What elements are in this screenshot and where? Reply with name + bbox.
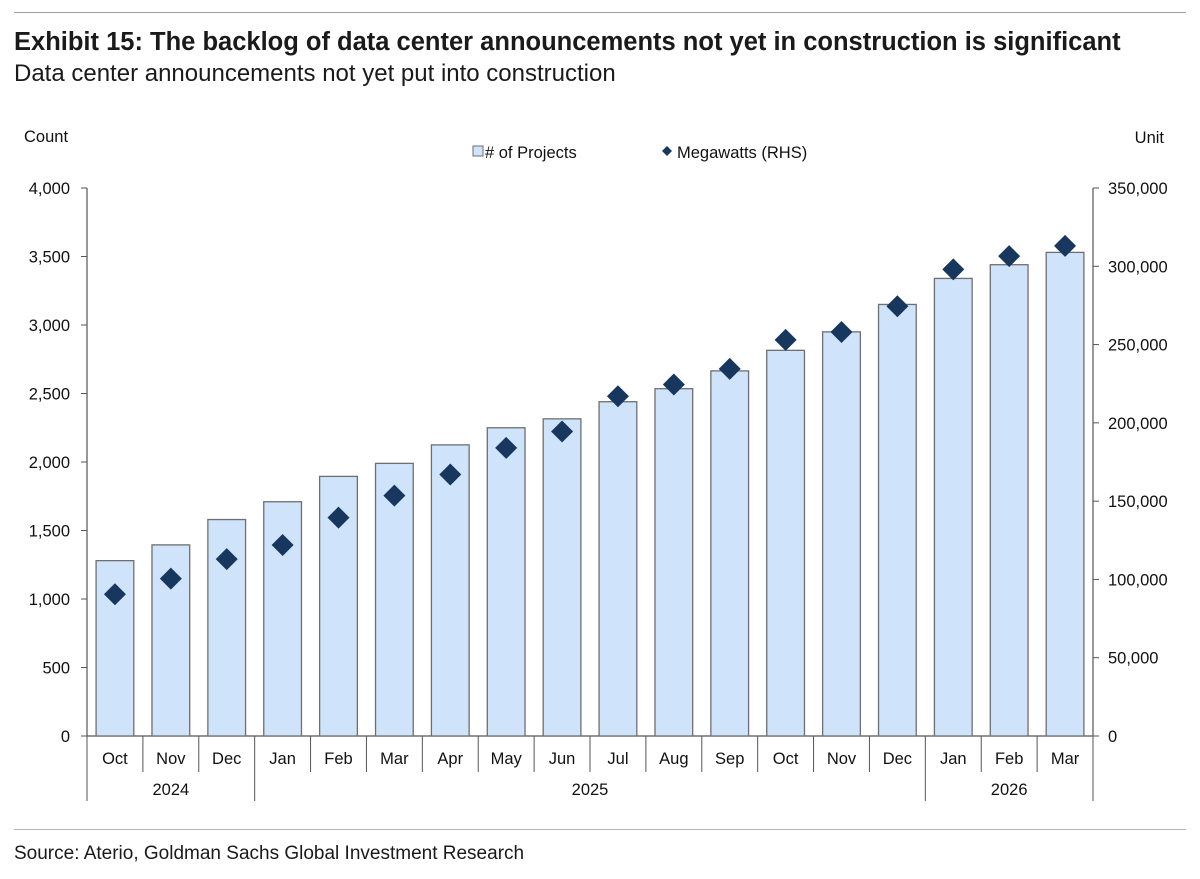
chart-subtitle: Data center announcements not yet put in… [14,60,616,87]
y-left-tick-label: 2,500 [29,386,70,404]
bar [598,401,638,737]
y-right-tick-label: 200,000 [1108,415,1168,433]
y-left-tick-label: 0 [61,728,70,746]
bar-series [95,251,1085,737]
x-tick-label: Jan [269,750,296,768]
y-left-tick-label: 500 [42,660,70,678]
x-tick-label: Oct [102,750,128,768]
x-tick-label: Nov [156,750,186,768]
y-right-tick-label: 150,000 [1108,493,1168,511]
megawatts-marker [271,533,294,556]
x-tick-label: Dec [212,750,241,768]
megawatts-marker [551,420,574,443]
x-tick-label: Dec [883,750,912,768]
megawatts-marker [774,328,797,351]
bottom-rule [14,829,1186,830]
megawatts-marker [383,484,406,507]
y-right-tick-label: 350,000 [1108,180,1168,198]
marker-series [103,234,1077,606]
y-right-tick-label: 100,000 [1108,571,1168,589]
x-year-label: 2024 [152,781,189,799]
megawatts-marker [495,436,518,459]
x-tick-label: Feb [324,750,352,768]
megawatts-marker [103,583,126,606]
x-tick-label: Feb [995,750,1023,768]
combo-chart: 0 500 1,000 1,500 2,000 2,500 3,000 3,500 4,000 0… [24,128,1168,801]
megawatts-marker [327,506,350,529]
legend-diamond-swatch [662,146,672,156]
bar [430,444,470,737]
legend-marker-label: Megawatts (RHS) [677,144,807,162]
y-right-tick-label: 300,000 [1108,258,1168,276]
x-tick-label: Mar [1051,750,1080,768]
megawatts-marker [998,245,1021,268]
x-tick-label: Jun [549,750,576,768]
y-left-tick-label: 1,500 [29,523,70,541]
megawatts-marker [159,567,182,590]
megawatts-marker [830,321,853,344]
x-tick-label: Sep [715,750,744,768]
y-left-tick-label: 1,000 [29,591,70,609]
x-tick-label: May [491,750,523,768]
bar [318,475,359,737]
y-left-tick-label: 3,500 [29,249,70,267]
x-tick-label: Aug [659,750,688,768]
chart-title: Exhibit 15: The backlog of data center a… [14,28,1121,56]
bar [654,388,694,737]
y-left-tick-label: 2,000 [29,454,70,472]
source-note: Source: Aterio, Goldman Sachs Global Inv… [14,843,525,864]
y-right-tick-label: 50,000 [1108,650,1158,668]
megawatts-marker [662,373,685,396]
x-tick-label: Apr [437,750,463,768]
bar [821,331,862,737]
y-left-tick-label: 4,000 [29,180,70,198]
megawatts-marker [1054,234,1077,257]
y-right-tick-label: 250,000 [1108,337,1168,355]
bar [766,349,806,737]
x-tick-label: Oct [773,750,799,768]
bar [374,462,414,737]
x-tick-label: Jul [607,750,628,768]
x-year-label: 2026 [991,781,1028,799]
megawatts-marker [718,357,741,380]
x-tick-label: Nov [827,750,857,768]
megawatts-marker [215,548,238,571]
top-rule [14,12,1186,13]
legend-bar-label: # of Projects [485,144,577,162]
bar [933,277,973,737]
bar [1045,251,1085,737]
bar [710,370,750,737]
y-axis-left-label: Count [24,128,68,146]
axes: 0 500 1,000 1,500 2,000 2,500 3,000 3,500 4,000 0… [29,180,1168,746]
legend-bar-swatch [472,145,484,157]
x-tick-label: Mar [380,750,409,768]
megawatts-marker [886,295,909,318]
y-axis-right-label: Unit [1135,129,1165,147]
x-tick-label: Jan [940,750,967,768]
y-right-tick-label: 0 [1108,728,1117,746]
x-axis-labels: Oct Nov Dec Jan Feb Mar Apr May Jun Jul Aug Sep Oct N… [86,736,1094,801]
y-left-tick-label: 3,000 [29,317,70,335]
megawatts-marker [606,385,629,408]
megawatts-marker [439,463,462,486]
bar [95,559,135,737]
bar [542,418,582,737]
bar [486,427,526,737]
legend: # of Projects Megawatts (RHS) [472,144,807,162]
bar [877,303,917,737]
bar [989,264,1029,737]
megawatts-marker [942,258,965,281]
x-year-label: 2025 [572,781,609,799]
